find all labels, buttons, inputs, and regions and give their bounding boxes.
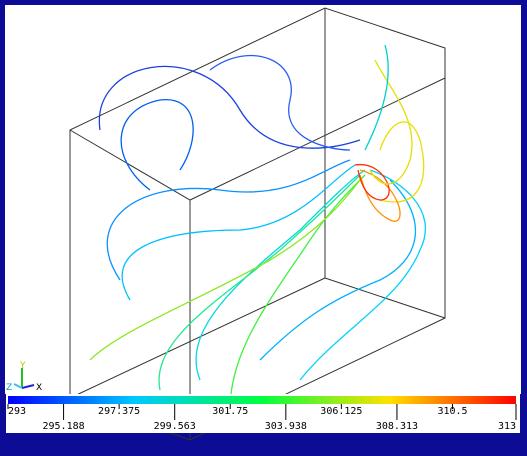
triad-label: Z <box>6 383 12 393</box>
color-bar <box>8 396 516 404</box>
tick-label: 313 <box>498 421 516 432</box>
tick-label: 293 <box>8 406 26 417</box>
triad-label: X <box>36 383 42 393</box>
tick-label: 308.313 <box>376 421 418 432</box>
tick-label: 306.125 <box>320 406 362 417</box>
axis-triad: Y Z X <box>6 361 42 393</box>
tick-label: 303.938 <box>265 421 307 432</box>
tick-label: 301.75 <box>212 406 248 417</box>
tick-label: 297.375 <box>98 406 140 417</box>
tick-label: 310.5 <box>437 406 467 417</box>
viewport <box>5 5 521 394</box>
streamlines <box>89 44 426 411</box>
tick-label: 299.563 <box>154 421 196 432</box>
triad-label: Y <box>19 361 26 371</box>
tick-label: 295.188 <box>42 421 84 432</box>
